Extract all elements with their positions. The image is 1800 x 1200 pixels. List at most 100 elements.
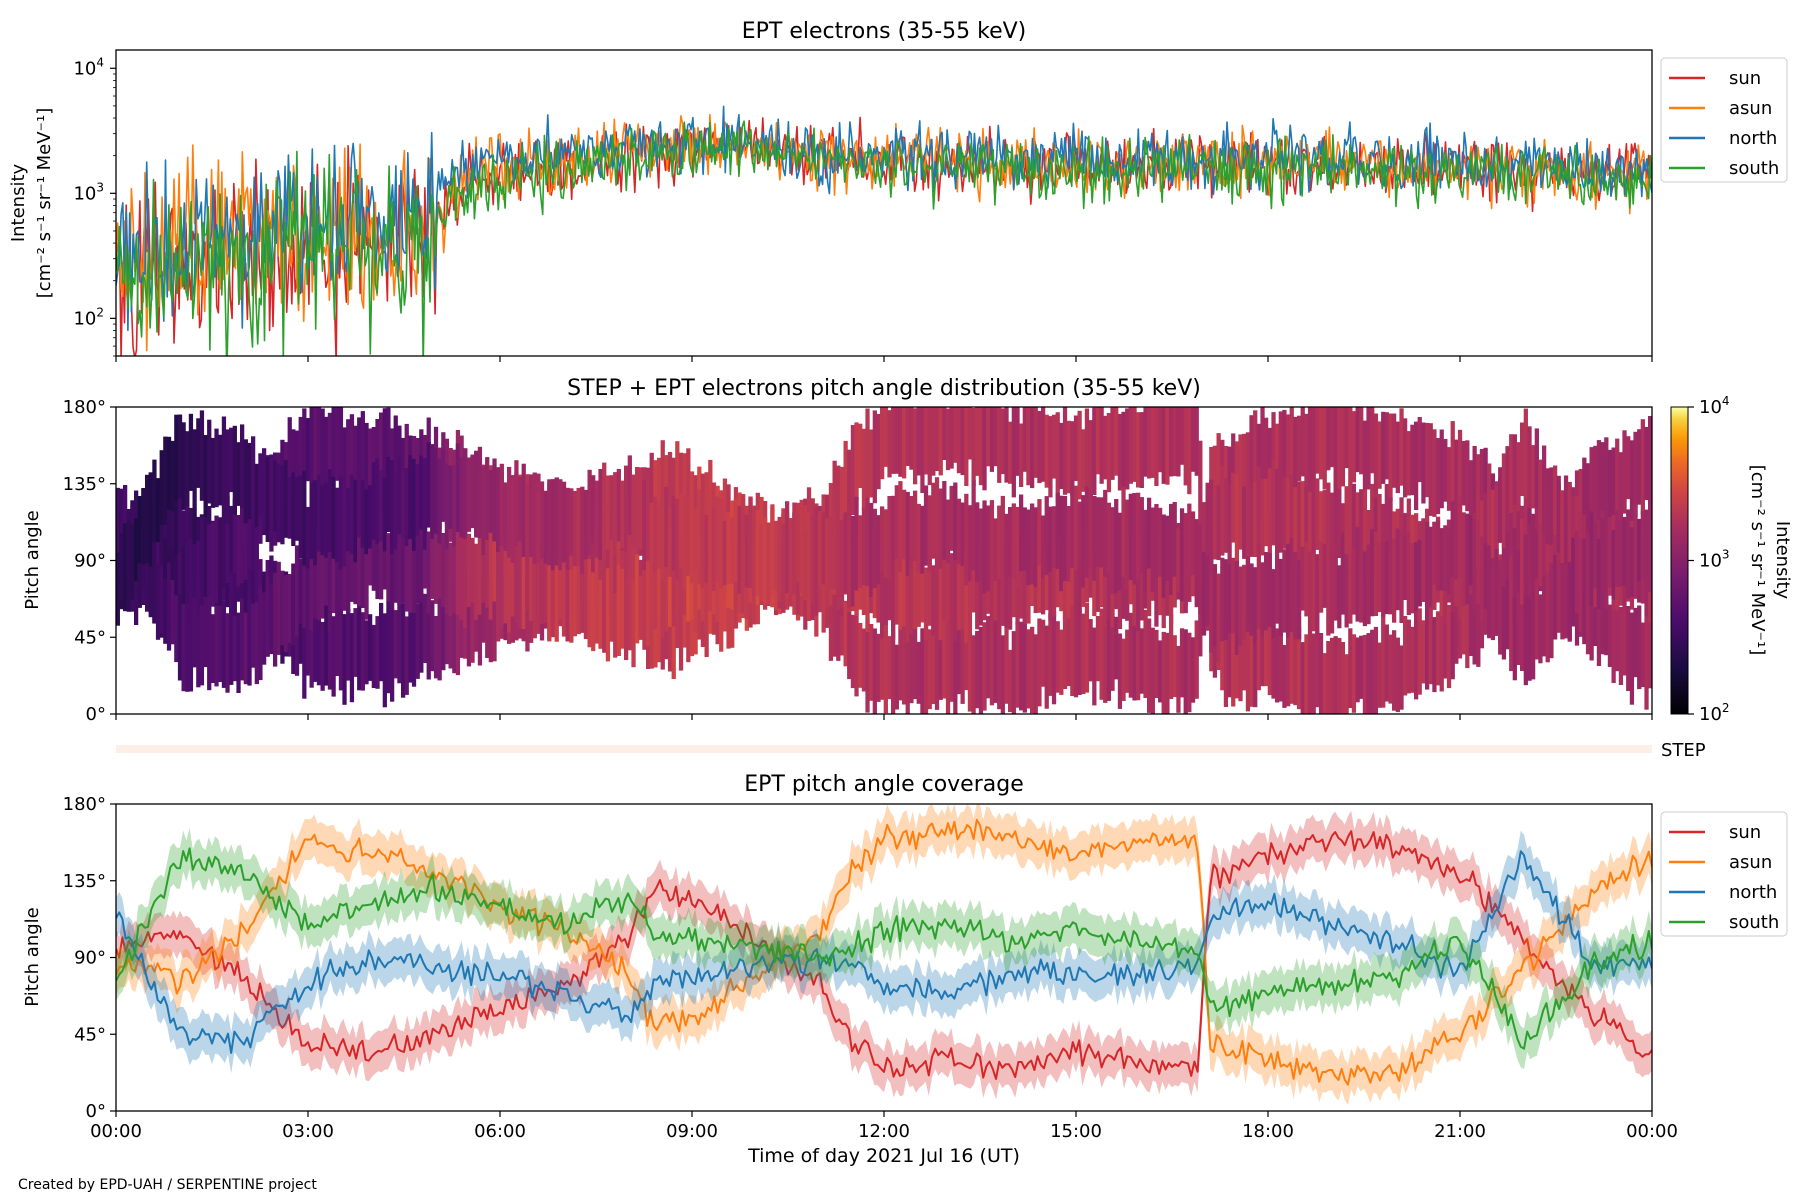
heatmap-cell [1044, 548, 1049, 611]
heatmap-cell [1136, 620, 1141, 701]
heatmap-cell [993, 518, 998, 581]
heatmap-cell [891, 621, 896, 714]
heatmap-cell [232, 498, 237, 574]
heatmap-cell [342, 485, 347, 567]
heatmap-cell [986, 407, 991, 467]
panel3-ytick-label-4: 180° [63, 794, 106, 815]
heatmap-cell [1026, 509, 1031, 586]
heatmap-cell [1326, 407, 1331, 471]
heatmap-cell [441, 533, 446, 608]
heatmap-cell [1037, 499, 1042, 566]
heatmap-cell [258, 453, 263, 517]
heatmap-cell [558, 554, 563, 619]
heatmap-cell [488, 531, 493, 620]
heatmap-cell [942, 407, 947, 460]
heatmap-cell [1143, 609, 1148, 698]
heatmap-cell [1487, 493, 1492, 558]
heatmap-cell [865, 618, 870, 713]
heatmap-cell [240, 488, 245, 584]
heatmap-cell [1073, 485, 1079, 570]
heatmap-cell [1406, 619, 1411, 694]
heatmap-cell [316, 530, 322, 621]
heatmap-cell [989, 614, 995, 706]
heatmap-cell [605, 568, 611, 662]
heatmap-cell [1073, 537, 1079, 609]
heatmap-cell [1077, 501, 1082, 565]
heatmap-cell [726, 512, 731, 585]
heatmap-cell [415, 464, 420, 536]
step-strip-label: STEP [1661, 740, 1706, 761]
heatmap-cell [1571, 495, 1576, 580]
heatmap-cell [1589, 511, 1594, 606]
heatmap-cell [1249, 623, 1254, 707]
heatmap-cell [1059, 495, 1064, 592]
heatmap-cell [1179, 628, 1185, 698]
heatmap-cell [1421, 620, 1426, 684]
heatmap-cell [419, 526, 424, 603]
heatmap-cell [550, 567, 556, 638]
heatmap-cell [653, 496, 658, 575]
heatmap-cell [397, 591, 402, 684]
heatmap-cell [357, 527, 362, 607]
heatmap-cell [1242, 564, 1247, 640]
heatmap-cell [379, 520, 384, 600]
panel1-ytick-label-1: 103 [73, 180, 104, 204]
heatmap-cell [934, 547, 940, 638]
heatmap-cell [1574, 530, 1580, 614]
heatmap-cell [1282, 409, 1287, 503]
heatmap-cell [942, 604, 947, 699]
heatmap-cell [1132, 621, 1137, 701]
heatmap-cell [759, 524, 764, 602]
heatmap-cell [1428, 526, 1433, 603]
heatmap-cell [1596, 539, 1602, 610]
heatmap-cell [1626, 606, 1631, 691]
heatmap-cell [916, 407, 921, 476]
heatmap-cell [671, 558, 676, 627]
heatmap-cell [503, 542, 508, 624]
heatmap-cell [126, 521, 131, 602]
heatmap-cell [174, 414, 179, 502]
heatmap-cell [177, 495, 183, 590]
heatmap-cell [686, 595, 691, 663]
heatmap-cell [1011, 544, 1016, 618]
heatmap-cell [1414, 421, 1419, 510]
panel3-xtick-label-3: 09:00 [666, 1121, 718, 1142]
heatmap-cell [152, 542, 157, 623]
heatmap-cell [302, 606, 307, 699]
heatmap-cell [960, 616, 965, 704]
heatmap-cell [518, 537, 523, 629]
heatmap-cell [1282, 549, 1287, 633]
heatmap-cell [1055, 621, 1060, 693]
heatmap-cell [1289, 537, 1294, 632]
heatmap-cell [1545, 468, 1550, 544]
panel3-series-sun [116, 830, 1652, 1080]
heatmap-cell [196, 540, 201, 619]
heatmap-cell [1154, 532, 1159, 627]
heatmap-cell [1059, 422, 1064, 489]
heatmap-cell [243, 494, 248, 580]
heatmap-cell [1026, 407, 1031, 486]
heatmap-cell [320, 485, 325, 556]
heatmap-cell [828, 516, 834, 589]
heatmap-cell [338, 475, 344, 570]
heatmap-cell [1114, 499, 1119, 593]
heatmap-cell [1136, 541, 1141, 632]
heatmap-cell [225, 429, 230, 524]
heatmap-cell [1381, 614, 1386, 708]
panel3-xtick-label-8: 00:00 [1626, 1121, 1678, 1142]
step-strip: STEP [116, 740, 1706, 761]
heatmap-cell [667, 509, 673, 577]
heatmap-cell [188, 597, 194, 692]
heatmap-cell [433, 616, 439, 679]
heatmap-cell [997, 544, 1002, 638]
heatmap-cell [1030, 626, 1035, 714]
heatmap-cell [1388, 550, 1393, 615]
heatmap-cell [499, 463, 504, 539]
heatmap-cell [1370, 407, 1375, 474]
heatmap-cell [646, 552, 651, 646]
heatmap-cell [137, 496, 142, 564]
heatmap-cell [1019, 545, 1024, 619]
heatmap-cell [594, 555, 600, 644]
heatmap-cell [887, 410, 892, 478]
heatmap-cell [891, 407, 896, 474]
